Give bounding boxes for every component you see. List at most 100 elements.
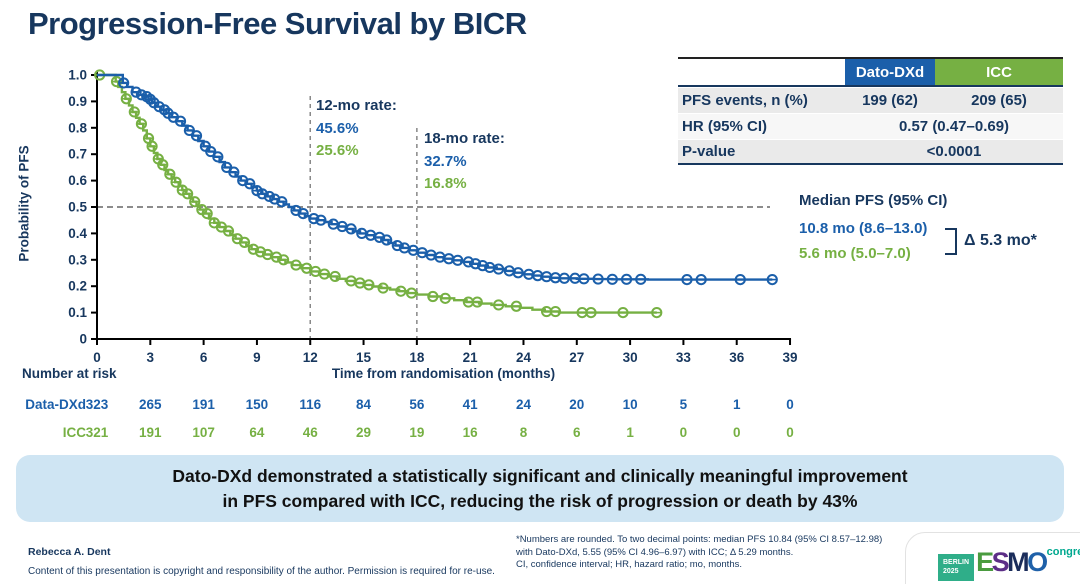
pfs-events-label: PFS events, n (%) bbox=[682, 92, 808, 109]
median-pfs-title: Median PFS (95% CI) bbox=[799, 192, 948, 209]
risk-row-icc: ICC 321 191 107 64 46 29 19 16 8 6 1 0 0 0 bbox=[0, 425, 820, 442]
risk-value: 8 bbox=[519, 425, 528, 440]
risk-value: 19 bbox=[409, 425, 425, 440]
y-tick-label: 0.6 bbox=[68, 173, 87, 188]
risk-value: 116 bbox=[299, 397, 322, 412]
footnote-line2: with Dato-DXd, 5.55 (95% CI 4.96–6.97) w… bbox=[516, 546, 794, 558]
congress-label: congress bbox=[1046, 546, 1080, 558]
rate12-label: 12-mo rate: bbox=[316, 97, 397, 114]
rate18-label: 18-mo rate: bbox=[424, 130, 505, 147]
stats-header-dato: Dato-DXd bbox=[845, 59, 935, 85]
x-tick-label: 3 bbox=[147, 350, 155, 365]
risk-value: 265 bbox=[139, 397, 162, 412]
risk-value: 323 bbox=[85, 397, 109, 412]
table-row: HR (95% CI) 0.57 (0.47–0.69) bbox=[678, 114, 1063, 139]
risk-value: 1 bbox=[626, 425, 634, 440]
x-tick-label: 24 bbox=[516, 350, 532, 365]
y-tick-label: 0.1 bbox=[68, 305, 87, 320]
esmo-letter-s: S bbox=[991, 547, 1010, 577]
page-title: Progression-Free Survival by BICR bbox=[28, 6, 527, 41]
risk-value: 191 bbox=[139, 425, 162, 440]
esmo-logo-inner: BERLIN 2025 ESMO congress bbox=[938, 546, 1080, 581]
x-tick-label: 6 bbox=[200, 350, 208, 365]
risk-value: 41 bbox=[462, 397, 478, 412]
berlin-2025-badge: BERLIN 2025 bbox=[938, 554, 975, 581]
risk-value: 6 bbox=[573, 425, 581, 440]
pfs-events-dato: 199 (62) bbox=[862, 92, 918, 109]
y-tick-label: 0.7 bbox=[68, 147, 87, 162]
hr-value: 0.57 (0.47–0.69) bbox=[898, 118, 1010, 135]
rate-annotation-18mo: 18-mo rate: 32.7% 16.8% bbox=[424, 128, 505, 196]
hr-label: HR (95% CI) bbox=[682, 118, 768, 135]
x-tick-label: 21 bbox=[463, 350, 479, 365]
esmo-letter-e: E bbox=[976, 547, 994, 577]
risk-value: 46 bbox=[302, 425, 318, 440]
esmo-letter-m: M bbox=[1007, 547, 1030, 577]
esmo-letter-o: O bbox=[1027, 547, 1048, 577]
risk-value: 150 bbox=[245, 397, 269, 412]
rate18-icc-value: 16.8% bbox=[424, 175, 467, 192]
number-at-risk-title: Number at risk bbox=[22, 366, 117, 381]
esmo-wordmark: ESMO bbox=[976, 547, 1048, 577]
risk-value: 0 bbox=[786, 397, 794, 412]
rate18-dato-value: 32.7% bbox=[424, 152, 467, 170]
risk-value: 24 bbox=[515, 397, 531, 412]
risk-value: 16 bbox=[462, 425, 478, 440]
risk-value: 0 bbox=[679, 425, 688, 440]
x-axis-label: Time from randomisation (months) bbox=[331, 366, 556, 381]
x-tick-label: 36 bbox=[729, 350, 745, 365]
rate12-icc-value: 25.6% bbox=[316, 142, 359, 159]
esmo-congress-logo: BERLIN 2025 ESMO congress bbox=[905, 532, 1080, 584]
footnote-line1: *Numbers are rounded. To two decimal poi… bbox=[516, 534, 883, 545]
author-name: Rebecca A. Dent bbox=[28, 546, 111, 558]
pfs-events-icc: 209 (65) bbox=[971, 92, 1027, 109]
x-tick-label: 18 bbox=[409, 350, 425, 365]
footnote-line3: CI, confidence interval; HR, hazard rati… bbox=[516, 559, 742, 570]
rate-annotation-12mo: 12-mo rate: 45.6% 25.6% bbox=[316, 95, 397, 163]
table-row: P-value <0.0001 bbox=[678, 140, 1063, 165]
conclusion-line2: in PFS compared with ICC, reducing the r… bbox=[222, 490, 858, 511]
risk-value: 10 bbox=[622, 397, 638, 412]
x-tick-label: 12 bbox=[303, 350, 318, 365]
table-row: PFS events, n (%) 199 (62) 209 (65) bbox=[678, 88, 1063, 113]
risk-value: 20 bbox=[569, 397, 585, 412]
risk-value: 84 bbox=[356, 397, 372, 412]
risk-value: 1 bbox=[732, 397, 741, 412]
risk-value: 107 bbox=[192, 425, 215, 440]
badge-city: BERLIN bbox=[943, 559, 970, 566]
risk-value: 321 bbox=[85, 425, 109, 440]
risk-value: 0 bbox=[786, 425, 794, 440]
risk-row-label: ICC bbox=[62, 425, 86, 440]
y-tick-label: 1.0 bbox=[68, 68, 87, 83]
risk-row-label: Data-DXd bbox=[25, 397, 86, 412]
y-axis-label: Probability of PFS bbox=[16, 145, 32, 262]
km-chart: 00.10.20.30.40.50.60.70.80.91.00 3 6 9 12 15 1… bbox=[68, 68, 798, 366]
stats-header-spacer bbox=[678, 59, 845, 85]
median-pfs-block: Median PFS (95% CI) 10.8 mo (8.6–13.0) 5… bbox=[799, 192, 1079, 266]
conclusion-banner: Dato-DXd demonstrated a statistically si… bbox=[16, 455, 1064, 522]
median-dato-value: 10.8 mo (8.6–13.0) bbox=[799, 220, 928, 237]
x-tick-label: 33 bbox=[676, 350, 692, 365]
footnote: *Numbers are rounded. To two decimal poi… bbox=[516, 534, 882, 572]
median-icc-value: 5.6 mo (5.0–7.0) bbox=[799, 245, 911, 262]
conclusion-line1: Dato-DXd demonstrated a statistically si… bbox=[172, 465, 908, 486]
risk-value: 64 bbox=[249, 425, 265, 440]
x-tick-label: 15 bbox=[356, 350, 372, 365]
risk-value: 29 bbox=[356, 425, 372, 440]
x-tick-label: 39 bbox=[783, 350, 798, 365]
stats-table-header: Dato-DXd ICC bbox=[678, 57, 1063, 87]
y-tick-label: 0.5 bbox=[68, 200, 87, 215]
y-tick-label: 0.8 bbox=[68, 120, 87, 135]
risk-value: 5 bbox=[679, 397, 688, 412]
y-tick-label: 0.9 bbox=[68, 94, 87, 109]
y-tick-label: 0 bbox=[79, 332, 87, 347]
x-tick-label: 27 bbox=[569, 350, 584, 365]
risk-row-dato: Data-DXd 323 265 191 150 116 84 56 41 24 20 10 5 1 0 bbox=[0, 397, 820, 414]
delta-bracket bbox=[945, 228, 957, 255]
rate12-dato-value: 45.6% bbox=[316, 119, 359, 137]
badge-year: 2025 bbox=[943, 567, 959, 575]
y-tick-label: 0.3 bbox=[68, 252, 87, 267]
x-tick-label: 9 bbox=[253, 350, 261, 365]
delta-value: Δ 5.3 mo* bbox=[964, 232, 1037, 249]
